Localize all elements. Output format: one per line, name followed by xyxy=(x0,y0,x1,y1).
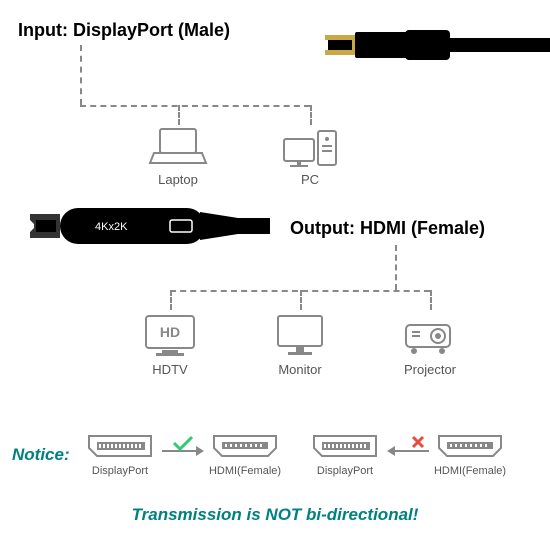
monitor-icon xyxy=(270,312,330,365)
projector-label: Projector xyxy=(400,362,460,377)
pc-icon xyxy=(280,125,340,175)
hdmi-adapter: 4Kx2K xyxy=(0,200,270,260)
dash-line xyxy=(310,105,312,125)
laptop-label: Laptop xyxy=(148,172,208,187)
pc-label: PC xyxy=(280,172,340,187)
dash-line xyxy=(80,45,82,105)
input-title: Input: DisplayPort (Male) xyxy=(18,20,230,41)
output-title: Output: HDMI (Female) xyxy=(290,218,485,239)
port-label-1: DisplayPort xyxy=(85,465,155,477)
port-label-2: HDMI(Female) xyxy=(205,465,285,477)
dash-line xyxy=(178,105,180,125)
hdmi-port-icon xyxy=(210,430,280,467)
laptop-icon xyxy=(148,125,208,175)
dp-port-icon-2 xyxy=(310,430,380,467)
dash-line xyxy=(170,290,172,310)
projector-icon xyxy=(400,315,460,365)
dash-line xyxy=(395,245,397,290)
hdtv-icon: HD xyxy=(140,312,200,365)
adapter-4k-text: 4Kx2K xyxy=(95,221,128,233)
dp-port-icon xyxy=(85,430,155,467)
hdtv-label: HDTV xyxy=(140,362,200,377)
transmission-text: Transmission is NOT bi-directional! xyxy=(0,505,550,525)
port-label-3: DisplayPort xyxy=(310,465,380,477)
dash-line xyxy=(80,105,310,107)
port-label-4: HDMI(Female) xyxy=(430,465,510,477)
dash-line xyxy=(300,290,302,310)
monitor-label: Monitor xyxy=(270,362,330,377)
arrow-x-icon xyxy=(385,435,430,465)
hdmi-port-icon-2 xyxy=(435,430,505,467)
notice-label: Notice: xyxy=(12,445,70,465)
dash-line xyxy=(430,290,432,310)
dp-male-connector xyxy=(310,20,550,75)
svg-text:HD: HD xyxy=(160,324,180,340)
arrow-check-icon xyxy=(160,435,205,465)
